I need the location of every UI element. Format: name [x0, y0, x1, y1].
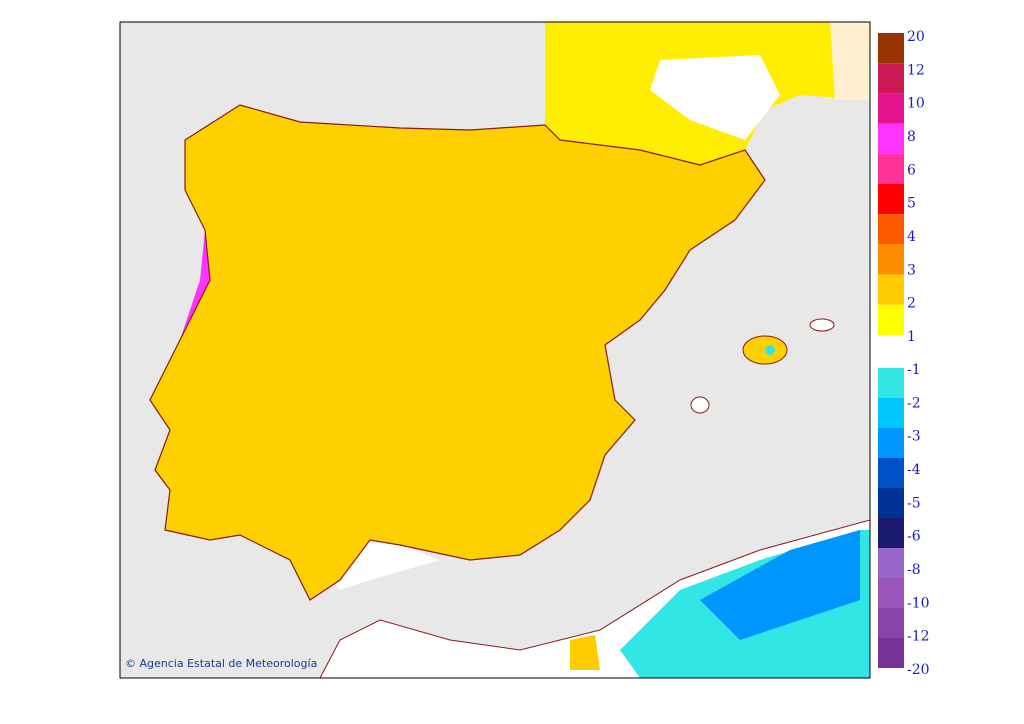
legend-swatch: [878, 63, 904, 94]
legend-swatch: [878, 123, 904, 154]
legend-label: -10: [907, 595, 930, 611]
legend-label: 4: [907, 229, 916, 245]
legend-swatch: [878, 548, 904, 578]
legend-label: 3: [907, 262, 916, 278]
legend-swatch: [878, 518, 904, 548]
legend-swatch: [878, 488, 904, 518]
africa-warm: [570, 635, 600, 670]
menorca: [809, 318, 835, 332]
legend-swatch: [878, 304, 904, 335]
legend-label: -5: [907, 495, 921, 511]
legend-label: 12: [907, 62, 925, 78]
legend-swatch: [878, 274, 904, 305]
france-white: [650, 55, 780, 140]
legend-label: -2: [907, 395, 921, 411]
legend-label: 10: [907, 96, 925, 112]
legend-label: -20: [907, 662, 930, 678]
legend-swatch: [878, 33, 904, 64]
map: [120, 22, 870, 678]
mallorca-cold: [765, 345, 775, 355]
legend-label: -12: [907, 629, 930, 645]
legend-label: 20: [907, 29, 925, 45]
legend-label: -8: [907, 562, 921, 578]
legend: 20 12 10 8 6 5 4 3 2 1 -1 -2 -3 -4 -5 -6 -8 -10 -12 -20: [878, 29, 930, 678]
legend-swatch: [878, 428, 904, 458]
legend-swatch: [878, 638, 904, 668]
legend-label: -4: [907, 462, 921, 478]
legend-label: 2: [907, 296, 916, 312]
ibiza: [690, 396, 710, 414]
legend-swatch: [878, 578, 904, 608]
legend-label: -3: [907, 429, 921, 445]
france-east: [830, 22, 870, 100]
legend-swatch: [878, 93, 904, 124]
legend-label: 6: [907, 162, 916, 178]
legend-label: 1: [907, 329, 916, 345]
legend-swatch: [878, 214, 904, 245]
legend-label: 8: [907, 129, 916, 145]
legend-swatch: [878, 153, 904, 184]
legend-swatch: [878, 398, 904, 428]
africa-colder: [700, 530, 860, 640]
legend-swatch: [878, 368, 904, 398]
map-frame: [119, 21, 871, 679]
legend-swatch: [878, 244, 904, 275]
copyright: © Agencia Estatal de Meteorología: [125, 657, 317, 670]
legend-label: 5: [907, 196, 916, 212]
legend-swatch: [878, 184, 904, 215]
legend-label: -1: [907, 362, 921, 378]
legend-swatch: [878, 608, 904, 638]
legend-label: -6: [907, 529, 921, 545]
legend-swatch: [878, 458, 904, 488]
